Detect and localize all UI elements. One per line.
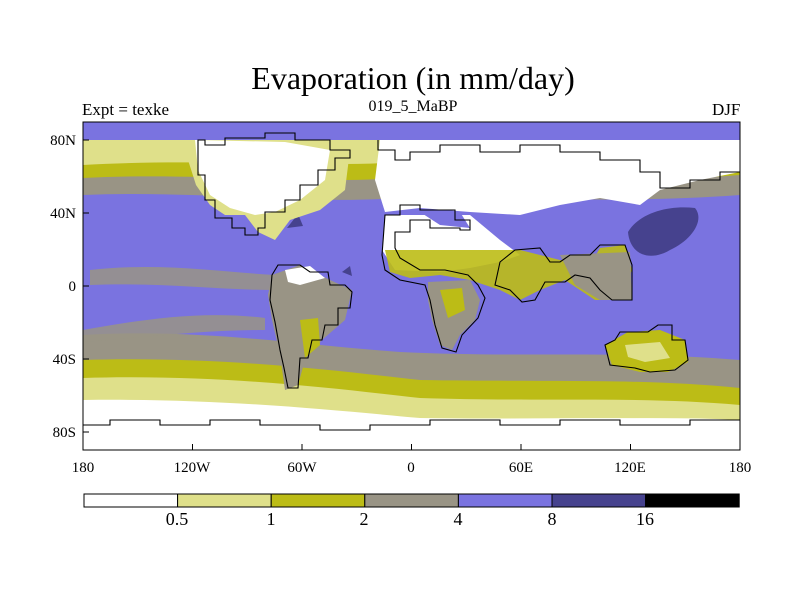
field-land-south-asia [385, 245, 632, 300]
x-tick-label: 0 [407, 460, 415, 476]
field-max-tropical-atlantic [342, 266, 352, 276]
coastline-asia-south [494, 244, 633, 303]
field-land-south-america-south [300, 318, 320, 358]
colorbar-box [457, 493, 553, 508]
colorbar-box [270, 493, 366, 508]
x-tick-label: 180 [729, 460, 752, 476]
coastline-australia [604, 324, 689, 373]
colorbar-box [83, 493, 179, 508]
field-land-south-america-north [285, 266, 325, 285]
map-title: Evaporation (in mm/day) [251, 60, 575, 96]
field-land-eurasia [375, 140, 740, 215]
map-plot-area [83, 122, 740, 450]
colorbar-label: 0.5 [166, 509, 189, 529]
coastlines [83, 132, 740, 431]
field-land-australia-interior [625, 342, 670, 362]
field-land-central-africa [440, 288, 465, 318]
colorbar-box [645, 493, 740, 508]
axis-ticks [82, 139, 741, 450]
colorbar-label: 2 [360, 509, 369, 529]
x-tick-label: 60E [509, 460, 533, 476]
colorbar-label: 4 [454, 509, 463, 529]
field-sea-tethys [420, 212, 470, 228]
field-land-southeast-asia [560, 252, 632, 300]
y-tick-label: 40S [53, 352, 76, 368]
field-band-gray-tropical [90, 266, 275, 290]
coastline-eurasia-north [377, 140, 740, 189]
field-land-north-america [195, 140, 330, 215]
x-tick-label: 180 [72, 460, 95, 476]
y-tick-label: 80S [53, 425, 76, 441]
colorbar-label: 1 [267, 509, 276, 529]
coastline-antarctica [83, 419, 740, 431]
colorbar-box [551, 493, 647, 508]
coastline-south-america [269, 264, 353, 389]
season-label: DJF [712, 100, 741, 119]
run-label: 019_5_MaBP [368, 98, 458, 115]
x-tick-label: 120E [614, 460, 646, 476]
experiment-label: Expt = texke [82, 100, 170, 119]
colorbar-label: 8 [548, 509, 557, 529]
x-tick-label: 120W [174, 460, 212, 476]
field-land-antarctica [83, 408, 740, 450]
y-tick-label: 40N [50, 206, 76, 222]
x-tick-label: 60W [287, 460, 317, 476]
y-tick-label: 0 [69, 279, 77, 295]
field-max-northwest-pacific [628, 207, 699, 256]
y-tick-labels: 80N 40N 0 40S 80S [50, 133, 76, 441]
x-tick-labels: 180 120W 60W 0 60E 120E 180 [72, 460, 752, 476]
colorbar-box [364, 493, 459, 508]
y-tick-label: 80N [50, 133, 76, 149]
field-max-gulf-stream [287, 214, 303, 228]
field-band-gray-subtropical [83, 315, 265, 342]
coastline-north-america [197, 132, 351, 236]
colorbar: 0.5 1 2 4 8 16 [83, 493, 740, 529]
coastline-africa-europe [381, 204, 486, 353]
colorbar-label: 16 [636, 509, 654, 529]
colorbar-box [177, 493, 272, 508]
